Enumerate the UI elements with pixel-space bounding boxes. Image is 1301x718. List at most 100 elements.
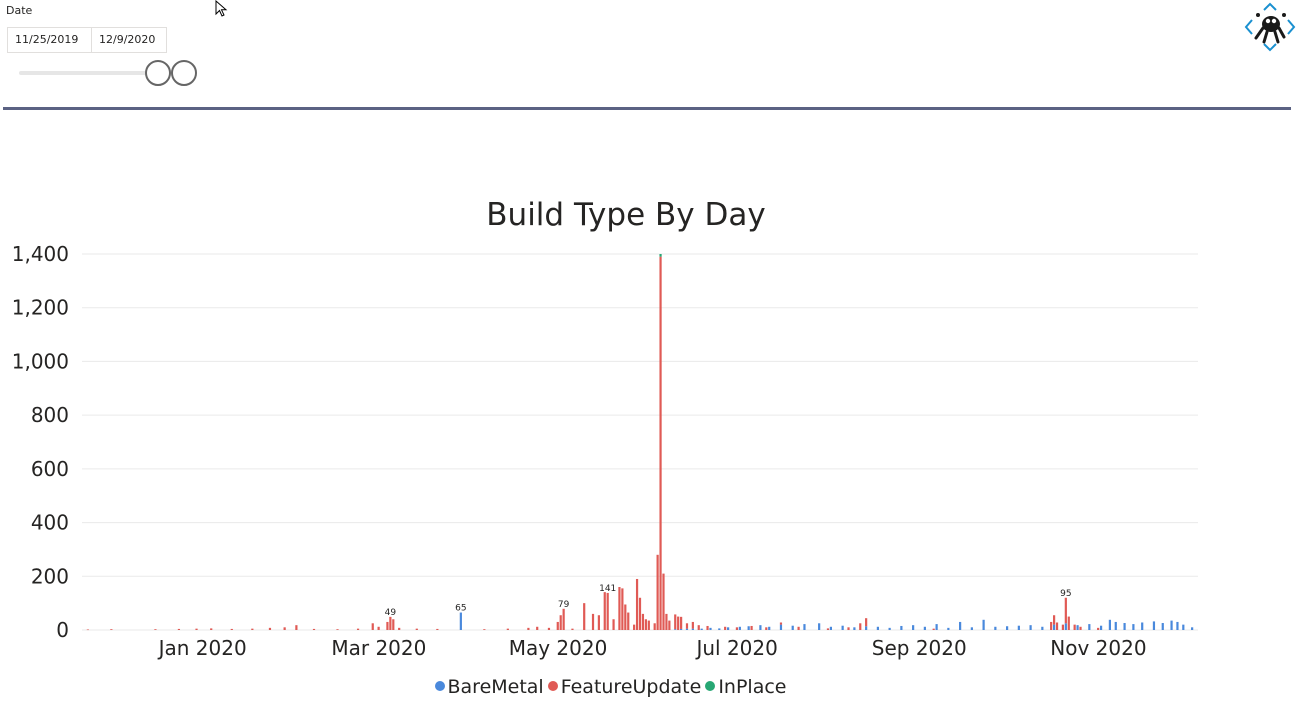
bar-baremetal (700, 628, 703, 630)
y-tick-label: 200 (31, 564, 69, 588)
bar-featureupdate (251, 628, 254, 630)
bar-inplace (659, 254, 662, 257)
bar-baremetal (853, 627, 856, 630)
bar-baremetal (994, 626, 997, 630)
bar-featureupdate (618, 587, 621, 630)
legend-marker (434, 681, 445, 691)
bar-baremetal (1132, 624, 1135, 630)
bar-featureupdate (283, 627, 286, 630)
x-tick-label: Jan 2020 (157, 636, 247, 660)
bar-baremetal (818, 623, 821, 630)
bar-featureupdate (506, 628, 509, 630)
bar-featureupdate (371, 623, 374, 630)
data-label: 141 (599, 584, 616, 594)
bar-featureupdate (398, 627, 401, 630)
bar-featureupdate (377, 626, 380, 630)
bar-baremetal (1152, 621, 1156, 630)
bar-featureupdate (389, 616, 392, 630)
x-tick-label: Nov 2020 (1050, 636, 1146, 660)
bar-featureupdate (691, 621, 694, 629)
bar-baremetal (935, 624, 938, 630)
gridlines (82, 253, 1198, 631)
bar-featureupdate (1079, 626, 1082, 630)
bar-featureupdate (571, 628, 574, 630)
end-date-input[interactable]: 12/9/2020 (91, 27, 167, 53)
bar-baremetal (829, 626, 832, 630)
slider-end-handle[interactable] (171, 60, 197, 86)
bar-featureupdate (392, 619, 395, 630)
bar-featureupdate (677, 616, 680, 630)
bar-baremetal (691, 628, 694, 630)
legend-item-featureupdate[interactable]: FeatureUpdate (547, 676, 701, 698)
bar-baremetal (841, 625, 844, 630)
bar-baremetal (459, 612, 462, 630)
y-tick-label: 400 (31, 511, 69, 535)
bar-baremetal (1006, 626, 1009, 630)
bar-featureupdate (859, 623, 862, 630)
y-tick-label: 1,000 (12, 349, 69, 373)
data-label: 95 (1060, 589, 1071, 599)
x-tick-label: Mar 2020 (331, 636, 426, 660)
y-tick-label: 1,400 (12, 242, 69, 266)
bar-featureupdate (230, 628, 233, 630)
bar-baremetal (1029, 625, 1032, 630)
bar-featureupdate (668, 620, 671, 630)
legend-marker (705, 681, 716, 691)
bar-baremetal (1176, 621, 1179, 630)
bar-featureupdate (750, 625, 753, 630)
bar-featureupdate (779, 622, 783, 625)
bar-featureupdate (312, 628, 316, 630)
bar-featureupdate (653, 623, 656, 630)
legend-item-baremetal[interactable]: BareMetal (434, 676, 544, 698)
bar-baremetal (1088, 624, 1091, 630)
bar-baremetal (738, 626, 741, 630)
bar-baremetal (674, 629, 677, 630)
bar-featureupdate (735, 627, 739, 630)
data-label: 65 (455, 604, 466, 614)
bar-featureupdate (685, 623, 689, 629)
bar-featureupdate (86, 629, 89, 631)
header-divider (3, 107, 1291, 110)
bar-featureupdate (386, 621, 389, 630)
bar-featureupdate (633, 624, 636, 630)
slider-start-handle[interactable] (145, 60, 171, 86)
mascot-logo-icon[interactable] (1244, 2, 1296, 52)
bar-baremetal (1064, 623, 1067, 630)
legend-item-inplace[interactable]: InPlace (705, 676, 787, 698)
bar-baremetal (947, 627, 950, 630)
bar-featureupdate (647, 620, 650, 630)
bar-featureupdate (356, 628, 360, 630)
data-label: 49 (385, 608, 397, 618)
bar-featureupdate (612, 619, 615, 630)
bar-featureupdate (1064, 597, 1067, 624)
bar-featureupdate (656, 554, 659, 630)
y-tick-label: 600 (31, 457, 69, 481)
bar-featureupdate (638, 597, 642, 630)
bar-featureupdate (627, 612, 630, 630)
bar-baremetal (791, 625, 794, 630)
bar-baremetal (1108, 619, 1111, 630)
bar-baremetal (1017, 625, 1020, 630)
bar-featureupdate (562, 608, 565, 630)
bar-featureupdate (932, 628, 935, 630)
bar-featureupdate (826, 628, 830, 630)
bar-baremetal (876, 626, 879, 630)
bar-baremetal (970, 627, 973, 630)
bar-featureupdate (1067, 616, 1070, 630)
bar-baremetal (709, 627, 712, 630)
bar-featureupdate (556, 621, 559, 630)
bar-featureupdate (583, 603, 586, 630)
start-date-input[interactable]: 11/25/2019 (7, 27, 92, 53)
bar-baremetal (865, 626, 868, 630)
bar-featureupdate (547, 627, 551, 630)
bar-featureupdate (1061, 624, 1065, 630)
bar-baremetal (923, 626, 926, 630)
bar-featureupdate (665, 613, 668, 630)
bar-baremetal (1099, 625, 1103, 630)
bars (86, 254, 1194, 631)
date-slider-track[interactable] (19, 71, 179, 75)
bar-featureupdate (724, 626, 727, 630)
bar-featureupdate (195, 628, 198, 630)
bar-baremetal (768, 626, 771, 630)
bar-featureupdate (210, 628, 213, 630)
